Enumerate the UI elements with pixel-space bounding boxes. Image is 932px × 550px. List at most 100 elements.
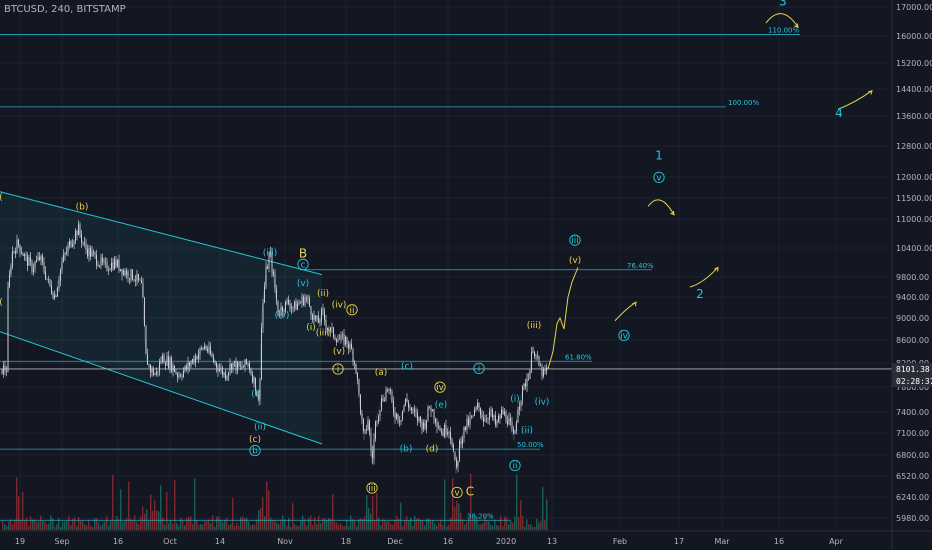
candle-body: [303, 296, 304, 305]
volume-bar: [128, 481, 130, 530]
volume-bar: [112, 474, 114, 530]
candle-body: [253, 377, 255, 383]
candle-body: [141, 280, 142, 284]
fib-level-label: 100.00%: [728, 99, 759, 107]
candle-body: [99, 265, 100, 267]
volume-bar: [344, 526, 346, 530]
volume-bar: [450, 517, 452, 530]
volume-bar: [378, 517, 380, 530]
candle-body: [33, 268, 34, 272]
candle-body: [376, 421, 378, 423]
volume-bar: [410, 517, 412, 530]
candle-body: [388, 389, 390, 390]
volume-bar: [246, 517, 248, 530]
arc-arrowhead: [670, 210, 675, 216]
candle-body: [514, 431, 516, 434]
candle-body: [234, 361, 235, 363]
volume-bar: [322, 517, 324, 530]
volume-bar: [328, 517, 330, 530]
volume-bar: [304, 519, 306, 530]
volume-bar: [530, 524, 532, 530]
volume-bar: [390, 523, 392, 530]
candle-body: [400, 419, 402, 423]
price-tick-label: 14400.00: [896, 85, 932, 94]
candle-body: [402, 411, 403, 420]
candle-body: [504, 411, 505, 415]
candle-body: [190, 362, 192, 366]
volume-bar: [240, 517, 242, 530]
volume-bar: [140, 516, 142, 530]
candle-body: [471, 416, 472, 418]
candle-body: [337, 339, 339, 343]
candle-body: [528, 378, 529, 380]
candle-body: [408, 401, 409, 408]
candle-body: [544, 368, 546, 371]
volume-bar: [494, 519, 496, 530]
wave-label: (ii): [317, 289, 329, 299]
wave-label: (iii): [527, 321, 542, 331]
volume-bar: [434, 523, 436, 530]
wave-label: v: [454, 489, 460, 499]
candle-body: [441, 431, 442, 433]
volume-bar: [14, 520, 16, 530]
candle-body: [415, 411, 417, 413]
candle-body: [100, 257, 102, 266]
candle-body: [379, 410, 381, 417]
candle-body: [520, 400, 522, 407]
volume-bar: [506, 517, 508, 530]
candle-body: [28, 257, 30, 266]
candle-body: [363, 418, 364, 431]
volume-bar: [182, 519, 184, 530]
candle-body: [135, 280, 136, 282]
volume-bar: [510, 519, 512, 530]
volume-bar: [162, 517, 164, 530]
volume-bar: [72, 519, 74, 530]
volume-bar: [462, 519, 464, 530]
candle-body: [354, 361, 355, 364]
volume-bar: [424, 525, 426, 530]
price-axis[interactable]: 17000.00 16000.00 15200.00 14400.00 13600.00…: [891, 0, 932, 550]
candle-body: [460, 440, 462, 445]
price-tick-label: 12800.00: [896, 142, 932, 151]
candle-body: [418, 416, 420, 421]
volume-bar: [28, 526, 30, 530]
candle-body: [69, 241, 70, 246]
time-axis[interactable]: 19 Sep 16 Oct 14 Nov 18 Dec 16 2020 13 Feb 17 Mar 16 Ap…: [0, 530, 932, 546]
volume-bar: [202, 524, 204, 530]
candle-body: [133, 279, 135, 281]
candle-body: [12, 251, 13, 267]
volume-bar: [306, 525, 308, 530]
candle-body: [526, 378, 528, 387]
candle-body: [289, 303, 291, 309]
time-tick-label: Nov: [277, 537, 293, 546]
candle-body: [267, 266, 268, 269]
candle-body: [469, 417, 471, 425]
volume-bar: [146, 509, 148, 530]
volume-bar: [248, 521, 250, 530]
volume-bar: [92, 526, 94, 530]
volume-bar: [26, 517, 28, 530]
candle-body: [273, 271, 274, 274]
candle-body: [430, 407, 432, 412]
candle-body: [49, 279, 51, 286]
volume-bar: [208, 519, 210, 530]
volume-bar: [292, 503, 294, 530]
candle-body: [183, 370, 184, 377]
price-series: [1, 220, 549, 474]
volume-bar: [242, 516, 244, 530]
candle-body: [19, 244, 21, 253]
wave-label-circle: [653, 171, 665, 184]
candle-body: [34, 262, 36, 269]
volume-bar: [404, 520, 406, 530]
candle-body: [223, 372, 225, 375]
candle-body: [312, 315, 313, 320]
wave-label: i: [337, 365, 340, 375]
volume-bar: [34, 519, 36, 530]
wave-label: (a): [375, 368, 388, 378]
volume-bar: [284, 519, 286, 530]
volume-bar: [346, 519, 348, 530]
volume-bar: [372, 496, 374, 530]
candle-body: [237, 362, 238, 371]
volume-bar: [144, 513, 146, 530]
